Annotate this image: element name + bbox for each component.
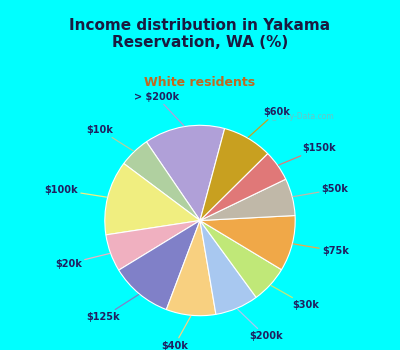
Text: $30k: $30k <box>271 286 320 310</box>
Text: ⓘ City-Data.com: ⓘ City-Data.com <box>272 112 334 121</box>
Text: $200k: $200k <box>238 309 282 341</box>
Text: $125k: $125k <box>86 295 139 322</box>
Wedge shape <box>200 220 282 298</box>
Text: $150k: $150k <box>278 143 336 165</box>
Text: White residents: White residents <box>144 76 256 90</box>
Wedge shape <box>105 163 200 235</box>
Text: > $200k: > $200k <box>134 92 184 126</box>
Wedge shape <box>166 220 216 316</box>
Wedge shape <box>146 125 225 220</box>
Text: $10k: $10k <box>86 125 134 151</box>
Text: $20k: $20k <box>55 253 110 268</box>
Text: $60k: $60k <box>248 107 290 137</box>
Wedge shape <box>106 220 200 270</box>
Wedge shape <box>200 216 295 270</box>
Wedge shape <box>200 220 256 314</box>
Wedge shape <box>119 220 200 309</box>
Wedge shape <box>200 179 295 220</box>
Text: Income distribution in Yakama
Reservation, WA (%): Income distribution in Yakama Reservatio… <box>70 18 330 50</box>
Text: $100k: $100k <box>44 185 107 197</box>
Wedge shape <box>124 142 200 220</box>
Text: $50k: $50k <box>293 184 349 197</box>
Wedge shape <box>200 154 286 220</box>
Text: $75k: $75k <box>293 244 349 256</box>
Wedge shape <box>200 128 268 220</box>
Text: $40k: $40k <box>161 316 191 350</box>
